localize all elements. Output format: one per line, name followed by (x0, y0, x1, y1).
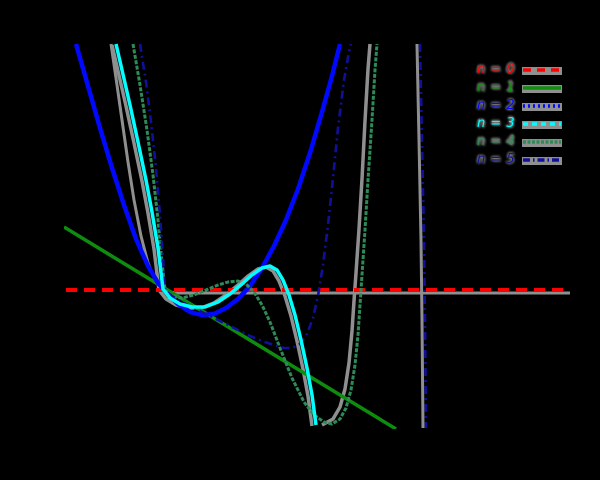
legend-item-n3: n = 3 (477, 117, 563, 131)
legend-line-swatch-n0 (522, 67, 562, 75)
legend-label-n1: n = 1 (477, 80, 516, 95)
legend-item-n5: n = 5 (477, 153, 563, 167)
curve-n1 (64, 225, 397, 429)
curve-n5-1 (418, 43, 428, 429)
legend-label-n4: n = 4 (477, 134, 516, 149)
legend-label-n5: n = 5 (477, 152, 516, 167)
legend-label-n2: n = 2 (477, 98, 516, 113)
legend-line-swatch-n3 (522, 121, 562, 129)
curves-group (64, 43, 570, 429)
legend-item-n0: n = 0 (477, 63, 563, 77)
legend-line-swatch-n4 (522, 139, 562, 147)
curve-n3 (114, 43, 318, 426)
curve-n5-0 (138, 43, 353, 350)
curve-n2 (73, 43, 343, 318)
legend-label-n3: n = 3 (477, 116, 516, 131)
curve-n4 (131, 43, 379, 426)
legend-line-swatch-n5 (522, 157, 562, 165)
legend-label-n0: n = 0 (477, 62, 516, 77)
legend-line-swatch-n2 (522, 103, 562, 111)
legend-item-n4: n = 4 (477, 135, 563, 149)
legend: n = 0 n = 1 n = 2 n = 3 n = 4 n = 5 (477, 63, 563, 167)
curve-shadow-n5-right (415, 43, 425, 429)
legend-item-n2: n = 2 (477, 99, 563, 113)
legend-item-n1: n = 1 (477, 81, 563, 95)
curve-shadow-n4-right (321, 43, 372, 427)
legend-line-swatch-n1 (522, 85, 562, 93)
